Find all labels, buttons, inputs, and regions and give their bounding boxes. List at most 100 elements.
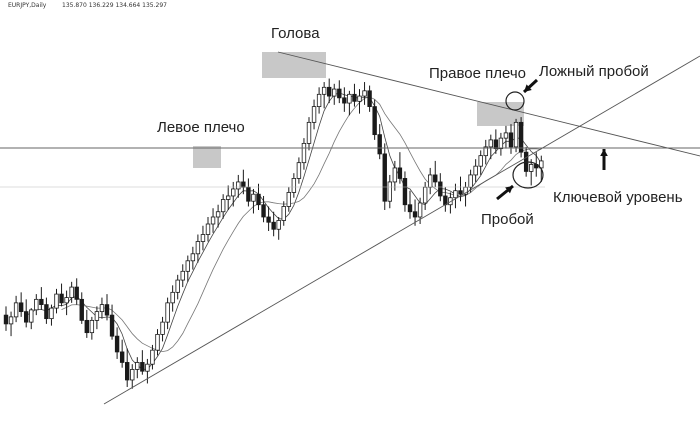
candle bbox=[44, 304, 49, 320]
candle bbox=[372, 106, 377, 136]
candle bbox=[114, 335, 120, 353]
candle bbox=[231, 188, 236, 197]
candle bbox=[483, 146, 488, 157]
candle bbox=[488, 139, 493, 148]
candle bbox=[195, 241, 201, 255]
candle bbox=[64, 297, 69, 304]
candle bbox=[422, 186, 428, 204]
candle bbox=[478, 155, 483, 167]
candle bbox=[215, 211, 221, 218]
candle bbox=[271, 221, 276, 230]
candle bbox=[241, 181, 246, 188]
candle bbox=[145, 363, 150, 372]
breakout-arrow-head bbox=[505, 186, 513, 194]
candle bbox=[135, 362, 140, 370]
label-breakout: Пробой bbox=[481, 211, 534, 228]
candle bbox=[170, 291, 175, 304]
candle bbox=[518, 121, 524, 153]
candle bbox=[59, 293, 64, 304]
candle bbox=[316, 93, 322, 107]
pattern-highlights bbox=[193, 52, 524, 168]
candle bbox=[54, 293, 59, 309]
candle bbox=[296, 162, 302, 179]
candle bbox=[210, 216, 216, 225]
candle bbox=[412, 211, 418, 218]
candle bbox=[104, 304, 110, 316]
label-right-shoulder: Правое плечо bbox=[429, 65, 526, 82]
left-shoulder-zone bbox=[193, 146, 221, 168]
candle bbox=[13, 302, 19, 318]
candle bbox=[291, 178, 297, 193]
candle bbox=[175, 279, 180, 293]
candle bbox=[266, 216, 271, 223]
candle bbox=[332, 88, 337, 97]
ohlc-label: 135.870 136.229 134.664 135.297 bbox=[62, 2, 167, 9]
candle bbox=[69, 286, 74, 299]
candle bbox=[18, 302, 24, 313]
candle bbox=[337, 88, 342, 99]
candle bbox=[367, 90, 372, 107]
breakout-circle bbox=[512, 161, 544, 189]
candle bbox=[205, 223, 211, 235]
candle bbox=[185, 260, 190, 272]
candle bbox=[392, 167, 398, 183]
resistance-line bbox=[277, 51, 700, 157]
candle bbox=[508, 132, 514, 148]
candle bbox=[109, 314, 115, 337]
candle bbox=[276, 220, 281, 230]
label-false-breakout: Ложный пробой bbox=[539, 63, 649, 80]
candle bbox=[321, 86, 327, 95]
candle bbox=[513, 121, 519, 148]
candle bbox=[155, 333, 160, 351]
candle bbox=[362, 90, 367, 97]
candle bbox=[256, 193, 261, 206]
candle bbox=[342, 97, 347, 104]
candle bbox=[387, 181, 392, 202]
candle bbox=[417, 202, 423, 218]
candle bbox=[498, 137, 504, 150]
label-left-shoulder: Левое плечо bbox=[157, 119, 245, 136]
candle bbox=[251, 193, 256, 202]
candle bbox=[493, 139, 499, 150]
candle bbox=[220, 199, 226, 213]
neckline bbox=[103, 55, 700, 405]
candle bbox=[427, 174, 433, 188]
candle bbox=[94, 311, 100, 321]
ticker-label: EURJPY,Daily bbox=[8, 2, 47, 9]
candle bbox=[160, 321, 165, 335]
candle bbox=[34, 298, 39, 311]
overlays bbox=[0, 51, 700, 405]
candle bbox=[397, 167, 403, 179]
candle bbox=[29, 309, 34, 323]
candle bbox=[402, 178, 408, 206]
candle bbox=[443, 195, 448, 206]
candle bbox=[74, 286, 79, 300]
ma-line-12 bbox=[61, 96, 542, 353]
candle bbox=[433, 174, 438, 183]
candle bbox=[225, 195, 231, 200]
candle bbox=[261, 204, 266, 218]
candle bbox=[180, 270, 185, 281]
false-breakout-circle bbox=[505, 91, 525, 111]
candle bbox=[438, 181, 443, 197]
label-key-level: Ключевой уровень bbox=[553, 189, 683, 206]
candle bbox=[468, 174, 473, 188]
candle bbox=[286, 192, 291, 207]
candle bbox=[311, 106, 317, 123]
candle bbox=[357, 95, 362, 102]
candle bbox=[165, 302, 170, 323]
candle bbox=[99, 304, 105, 313]
candle bbox=[281, 206, 286, 221]
candle bbox=[23, 311, 29, 323]
candle bbox=[3, 314, 9, 325]
candle bbox=[140, 362, 145, 372]
false-breakout-arrow-head bbox=[524, 84, 532, 92]
candle bbox=[246, 186, 251, 202]
candle bbox=[200, 234, 206, 242]
candle bbox=[79, 298, 84, 321]
candle bbox=[301, 142, 307, 164]
candle bbox=[503, 132, 509, 139]
candles bbox=[3, 78, 544, 389]
candle bbox=[529, 164, 534, 172]
